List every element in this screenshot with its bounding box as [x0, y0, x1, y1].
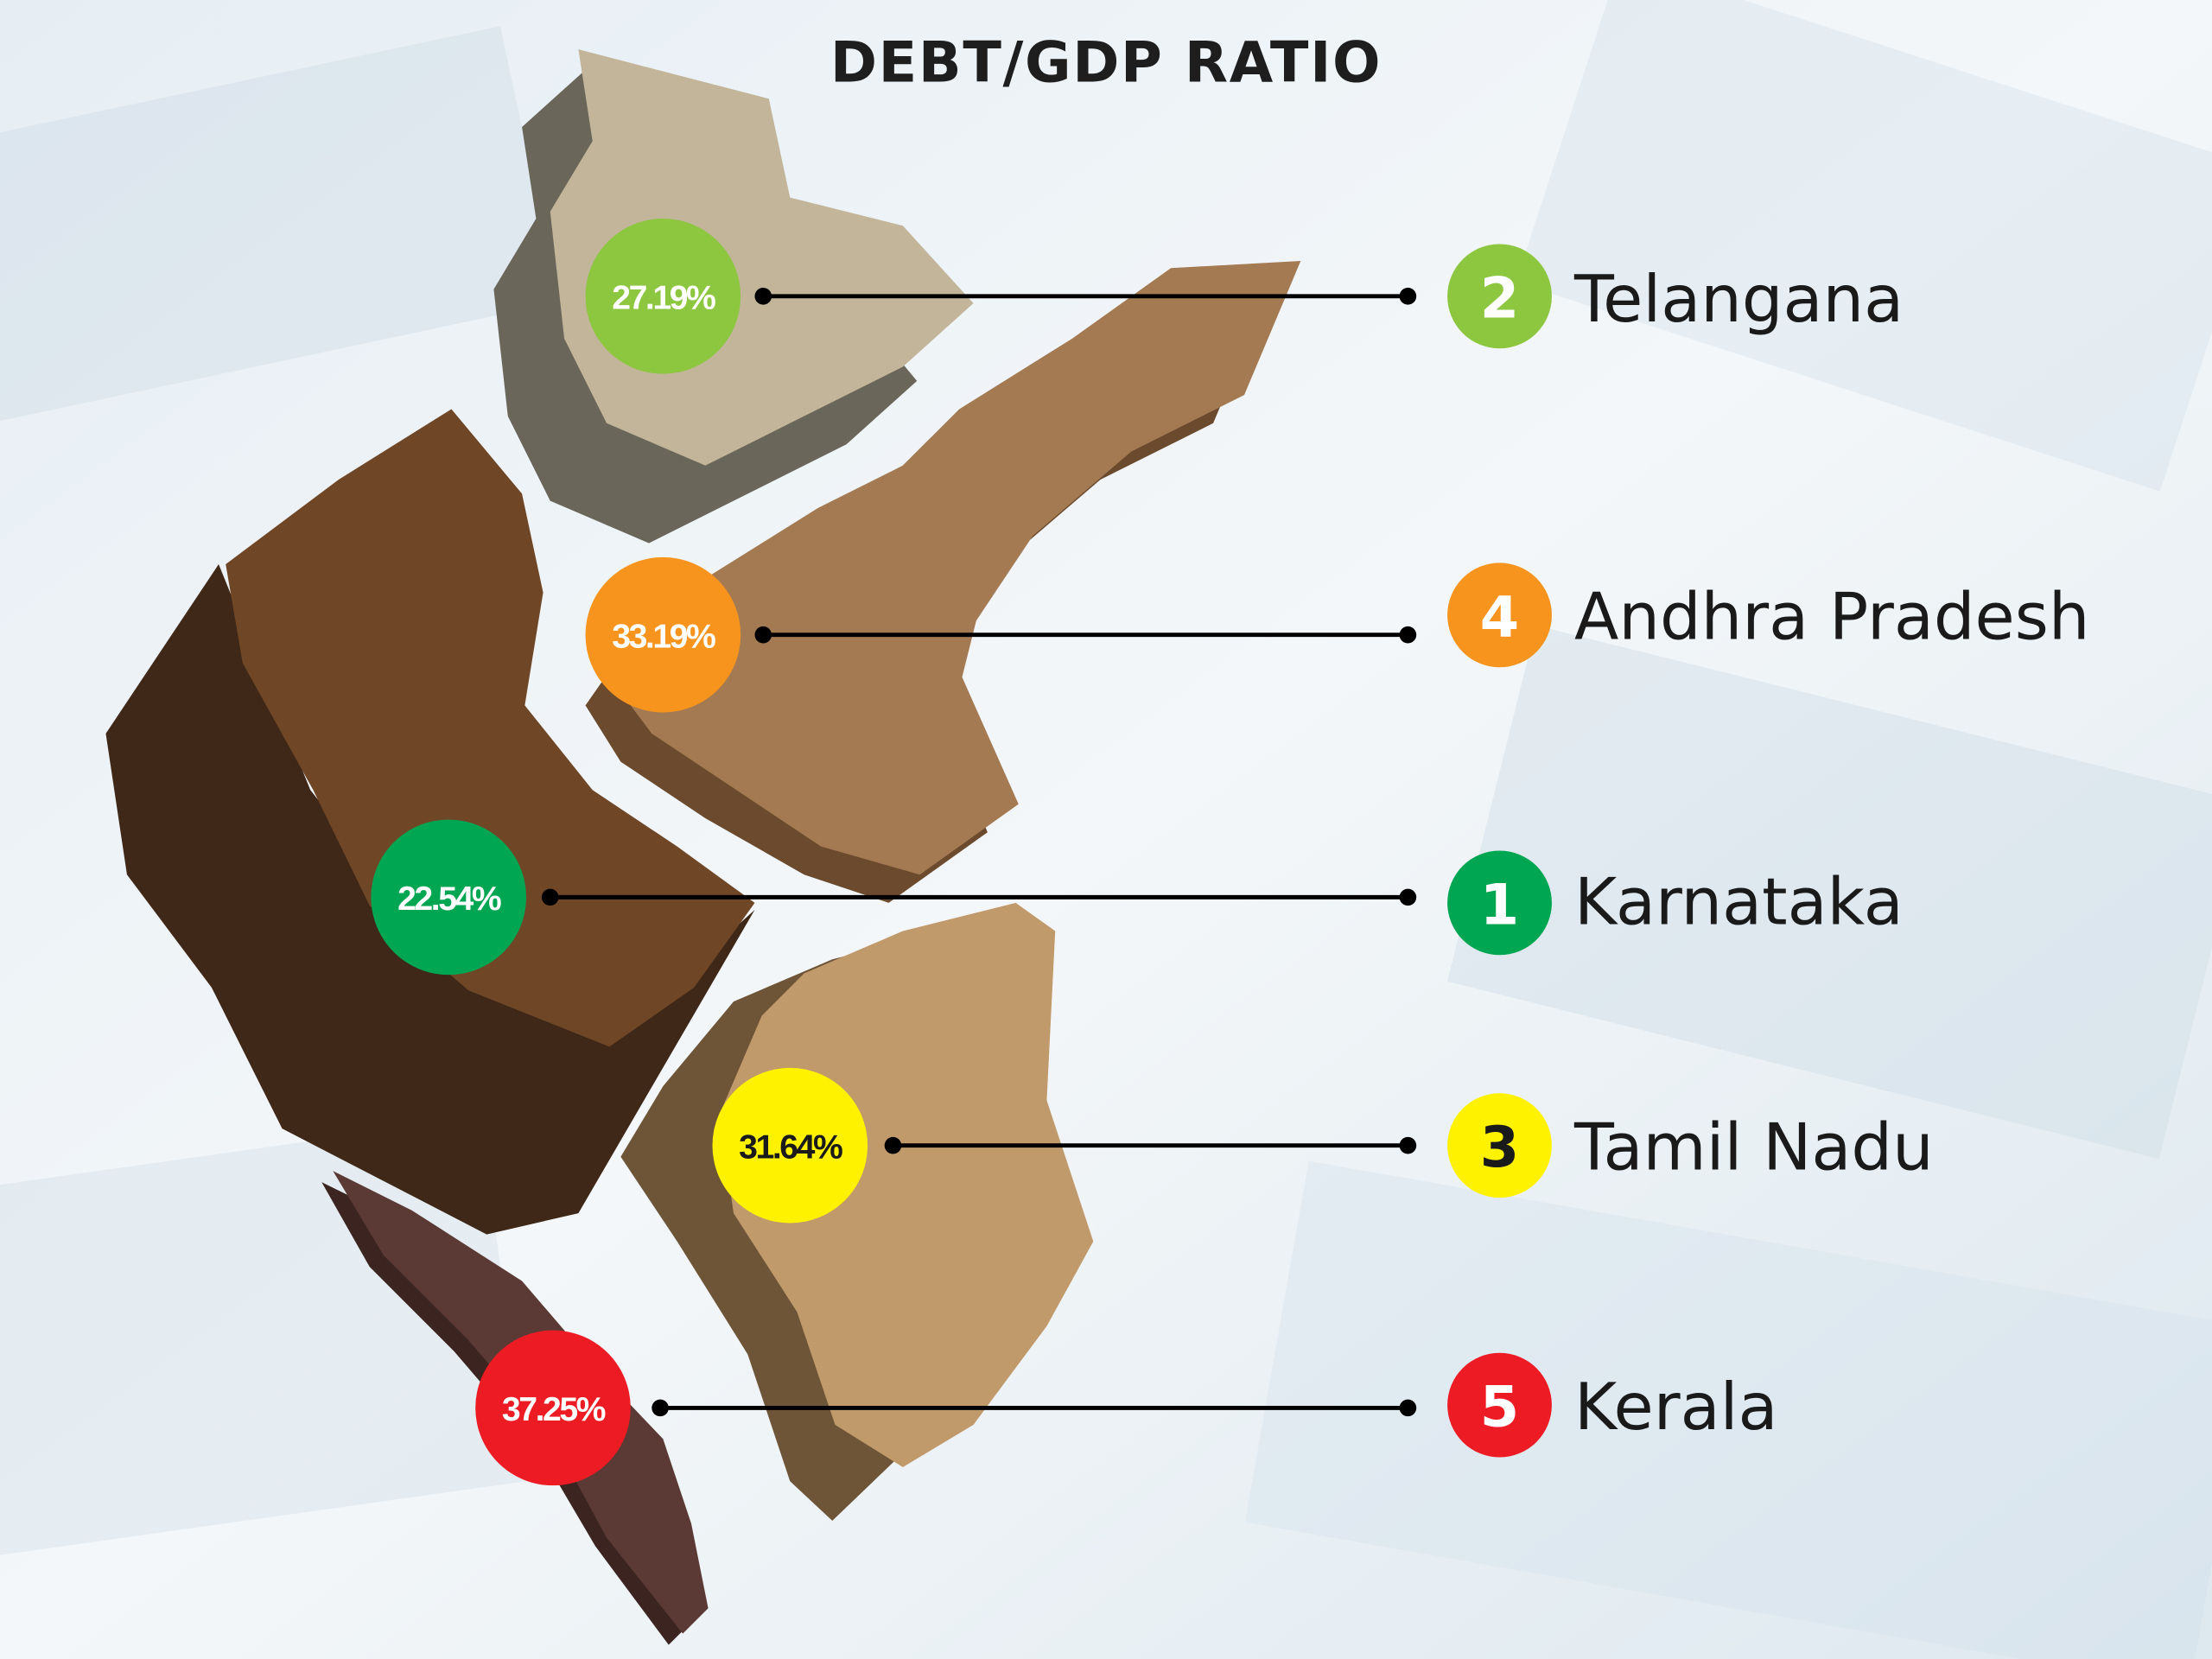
ratio-badge-tamil-nadu [712, 1067, 868, 1224]
rank-tamil-nadu: 3 [1480, 1115, 1519, 1180]
map-tamil-nadu [620, 902, 1094, 1521]
ratio-badge-kerala [475, 1330, 631, 1486]
callout-andhra-pradesh: 33.19% 4 Andhra Pradesh [585, 556, 2089, 713]
ratio-value-karnataka: 22.54% [397, 880, 501, 918]
rank-badge-andhra-pradesh [1447, 563, 1552, 668]
rank-badge-kerala [1447, 1352, 1552, 1458]
rank-badge-tamil-nadu [1447, 1093, 1552, 1198]
map-andhra-pradesh [585, 261, 1301, 903]
callout-karnataka: 22.54% 1 Karnataka [371, 819, 1904, 976]
state-label-tamil-nadu: Tamil Nadu [1573, 1109, 1934, 1185]
ratio-badge-andhra-pradesh [585, 556, 741, 713]
callout-telangana: 27.19% 2 Telangana [585, 219, 1904, 374]
map-karnataka [105, 409, 755, 1235]
rank-karnataka: 1 [1480, 872, 1519, 938]
ratio-value-tamil-nadu: 31.64% [739, 1128, 842, 1166]
rank-badge-karnataka [1447, 850, 1552, 956]
state-label-andhra-pradesh: Andhra Pradesh [1574, 579, 2089, 655]
callout-tamil-nadu: 31.64% 3 Tamil Nadu [712, 1067, 1934, 1224]
chart-title: DEBT/GDP RATIO [830, 30, 1382, 96]
rank-kerala: 5 [1480, 1375, 1519, 1440]
state-label-kerala: Kerala [1574, 1369, 1777, 1445]
ratio-value-kerala: 37.25% [502, 1391, 606, 1428]
rank-telangana: 2 [1480, 265, 1519, 331]
rank-andhra-pradesh: 4 [1480, 584, 1519, 650]
rank-badge-telangana [1447, 244, 1552, 349]
state-label-karnataka: Karnataka [1574, 863, 1904, 939]
state-label-telangana: Telangana [1573, 261, 1904, 337]
ratio-badge-karnataka [371, 819, 526, 976]
ratio-badge-telangana [585, 219, 741, 374]
callout-kerala: 37.25% 5 Kerala [475, 1330, 1778, 1486]
ratio-value-andhra-pradesh: 33.19% [612, 618, 715, 655]
ratio-value-telangana: 27.19% [612, 280, 715, 317]
